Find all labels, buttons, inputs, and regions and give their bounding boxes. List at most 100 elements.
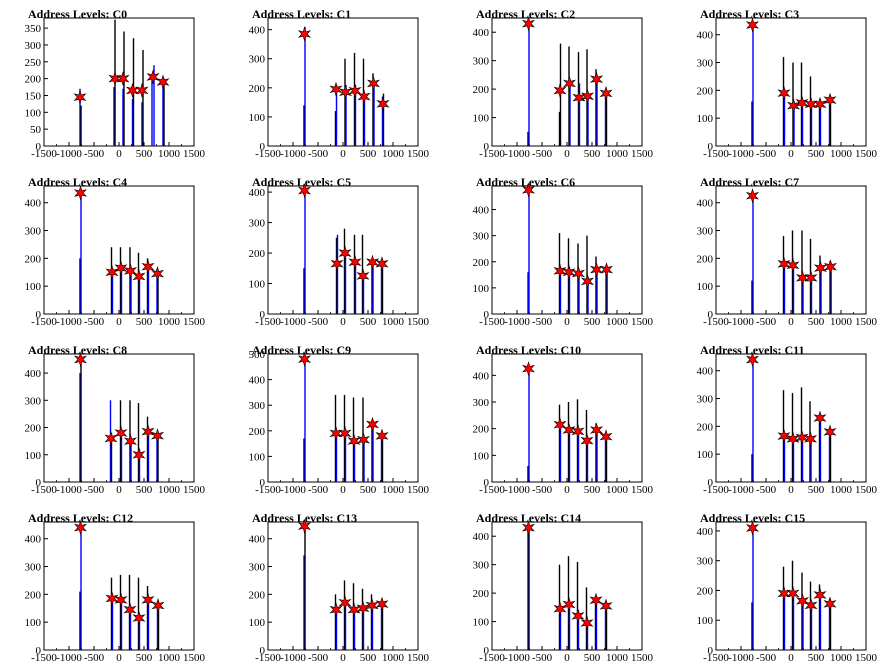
y-tick-label: 100 xyxy=(25,107,42,119)
x-tick-label: 500 xyxy=(360,316,377,328)
peak-marker xyxy=(813,410,827,426)
peak-marker xyxy=(375,256,389,272)
peak-marker xyxy=(330,256,344,272)
histogram-panel-9: Address Levels: C90100200300400500-1500-… xyxy=(249,343,430,496)
y-tick-label: 150 xyxy=(25,90,42,102)
histogram-bar xyxy=(576,399,579,482)
histogram-bar xyxy=(528,188,530,314)
histogram-bar xyxy=(792,261,795,314)
peak-marker xyxy=(356,432,371,448)
peak-marker xyxy=(599,262,614,278)
x-tick-label: 500 xyxy=(360,652,377,664)
histogram-panel-6: Address Levels: C6 0 100 200 300 400 -1500 -100… xyxy=(473,175,654,328)
x-tick-label: 500 xyxy=(584,484,601,496)
peak-marker xyxy=(108,71,122,87)
peak-marker xyxy=(114,260,128,276)
x-tick-label: -1500 xyxy=(31,484,57,496)
peak-marker xyxy=(73,351,88,367)
x-tick-label: 1000 xyxy=(382,652,405,664)
histogram-bar xyxy=(304,189,306,314)
y-tick-label: 300 xyxy=(249,218,266,230)
histogram-bar xyxy=(303,268,305,314)
histogram-bar xyxy=(829,95,832,146)
y-tick-label: 400 xyxy=(697,198,714,210)
histogram-bar xyxy=(120,430,123,482)
plot-frame xyxy=(267,17,419,147)
x-tick-label: 0 xyxy=(340,148,346,160)
histogram-bar xyxy=(528,524,530,650)
panel-title: Address Levels: C0 xyxy=(28,7,127,21)
peak-marker xyxy=(571,265,586,282)
x-tick-label: 500 xyxy=(808,484,825,496)
histogram-bar xyxy=(604,91,607,146)
y-tick-label: 100 xyxy=(249,279,266,291)
x-tick-label: 1500 xyxy=(631,484,654,496)
x-tick-label: 0 xyxy=(340,316,346,328)
x-tick-label: 500 xyxy=(136,316,153,328)
plot-frame xyxy=(43,353,195,483)
x-tick-label: 500 xyxy=(136,148,153,160)
histogram-panel-0: Address Levels: C0 0 50 100 150 200 250 300 350 -… xyxy=(25,7,206,160)
histogram-bar xyxy=(793,101,795,146)
y-tick-label: 0 xyxy=(708,309,714,321)
x-tick-label: -500 xyxy=(756,484,777,496)
peak-marker xyxy=(348,83,362,99)
y-tick-label: 0 xyxy=(36,141,42,153)
y-tick-label: 400 xyxy=(697,526,714,538)
histogram-bar xyxy=(363,93,366,146)
histogram-bar xyxy=(354,84,357,146)
x-tick-label: -1000 xyxy=(728,148,754,160)
histogram-bar xyxy=(810,437,812,482)
peak-marker xyxy=(745,188,760,204)
histogram-bar xyxy=(142,50,144,146)
histogram-bar xyxy=(156,432,158,482)
x-tick-label: -1500 xyxy=(255,484,281,496)
histogram-panel-2: Address Levels: C2 0 100 200 300 400 -1500 -100… xyxy=(473,7,654,160)
x-tick-label: 1000 xyxy=(382,316,405,328)
plot-frame xyxy=(43,521,195,651)
histogram-bar xyxy=(605,604,608,650)
histogram-bar xyxy=(586,621,589,650)
x-tick-label: -1000 xyxy=(56,652,82,664)
y-tick-label: 100 xyxy=(25,450,42,462)
histogram-bar xyxy=(783,434,786,482)
histogram-bar xyxy=(810,104,813,146)
histogram-bar xyxy=(818,584,821,650)
peak-marker xyxy=(804,96,818,112)
y-tick-label: 400 xyxy=(249,375,266,387)
x-tick-label: -500 xyxy=(756,652,777,664)
peak-marker xyxy=(356,268,370,284)
y-tick-label: 350 xyxy=(25,23,42,35)
peak-marker xyxy=(562,422,576,438)
peak-marker xyxy=(599,598,613,614)
histogram-bar xyxy=(353,608,356,650)
y-tick-label: 100 xyxy=(473,617,490,629)
histogram-bar xyxy=(147,263,150,314)
histogram-panel-5: Address Levels: C5 0 100 200 300 400 -1500 -100… xyxy=(249,175,430,328)
peak-marker xyxy=(366,75,381,91)
plot-frame xyxy=(715,185,867,315)
x-tick-label: -1000 xyxy=(728,484,754,496)
histogram-bar xyxy=(605,436,608,482)
y-tick-label: 0 xyxy=(260,141,266,153)
x-tick-label: -500 xyxy=(532,316,553,328)
histogram-bar xyxy=(568,266,571,314)
x-tick-label: -1000 xyxy=(504,148,530,160)
peak-marker xyxy=(329,602,343,618)
x-tick-label: -1500 xyxy=(479,148,505,160)
y-tick-label: 0 xyxy=(484,645,490,657)
histogram-bar xyxy=(119,247,122,314)
plot-frame xyxy=(267,353,419,483)
peak-marker xyxy=(329,425,343,441)
y-tick-label: 300 xyxy=(473,560,490,572)
peak-marker xyxy=(73,185,88,201)
y-tick-label: 100 xyxy=(25,617,42,629)
plot-frame xyxy=(43,17,195,147)
histogram-bar xyxy=(80,356,82,482)
histogram-bar xyxy=(604,601,607,650)
histogram-bar xyxy=(352,583,355,650)
x-tick-label: 500 xyxy=(584,652,601,664)
peak-marker xyxy=(105,590,119,607)
histogram-bar xyxy=(151,78,153,146)
peak-marker xyxy=(104,430,118,446)
